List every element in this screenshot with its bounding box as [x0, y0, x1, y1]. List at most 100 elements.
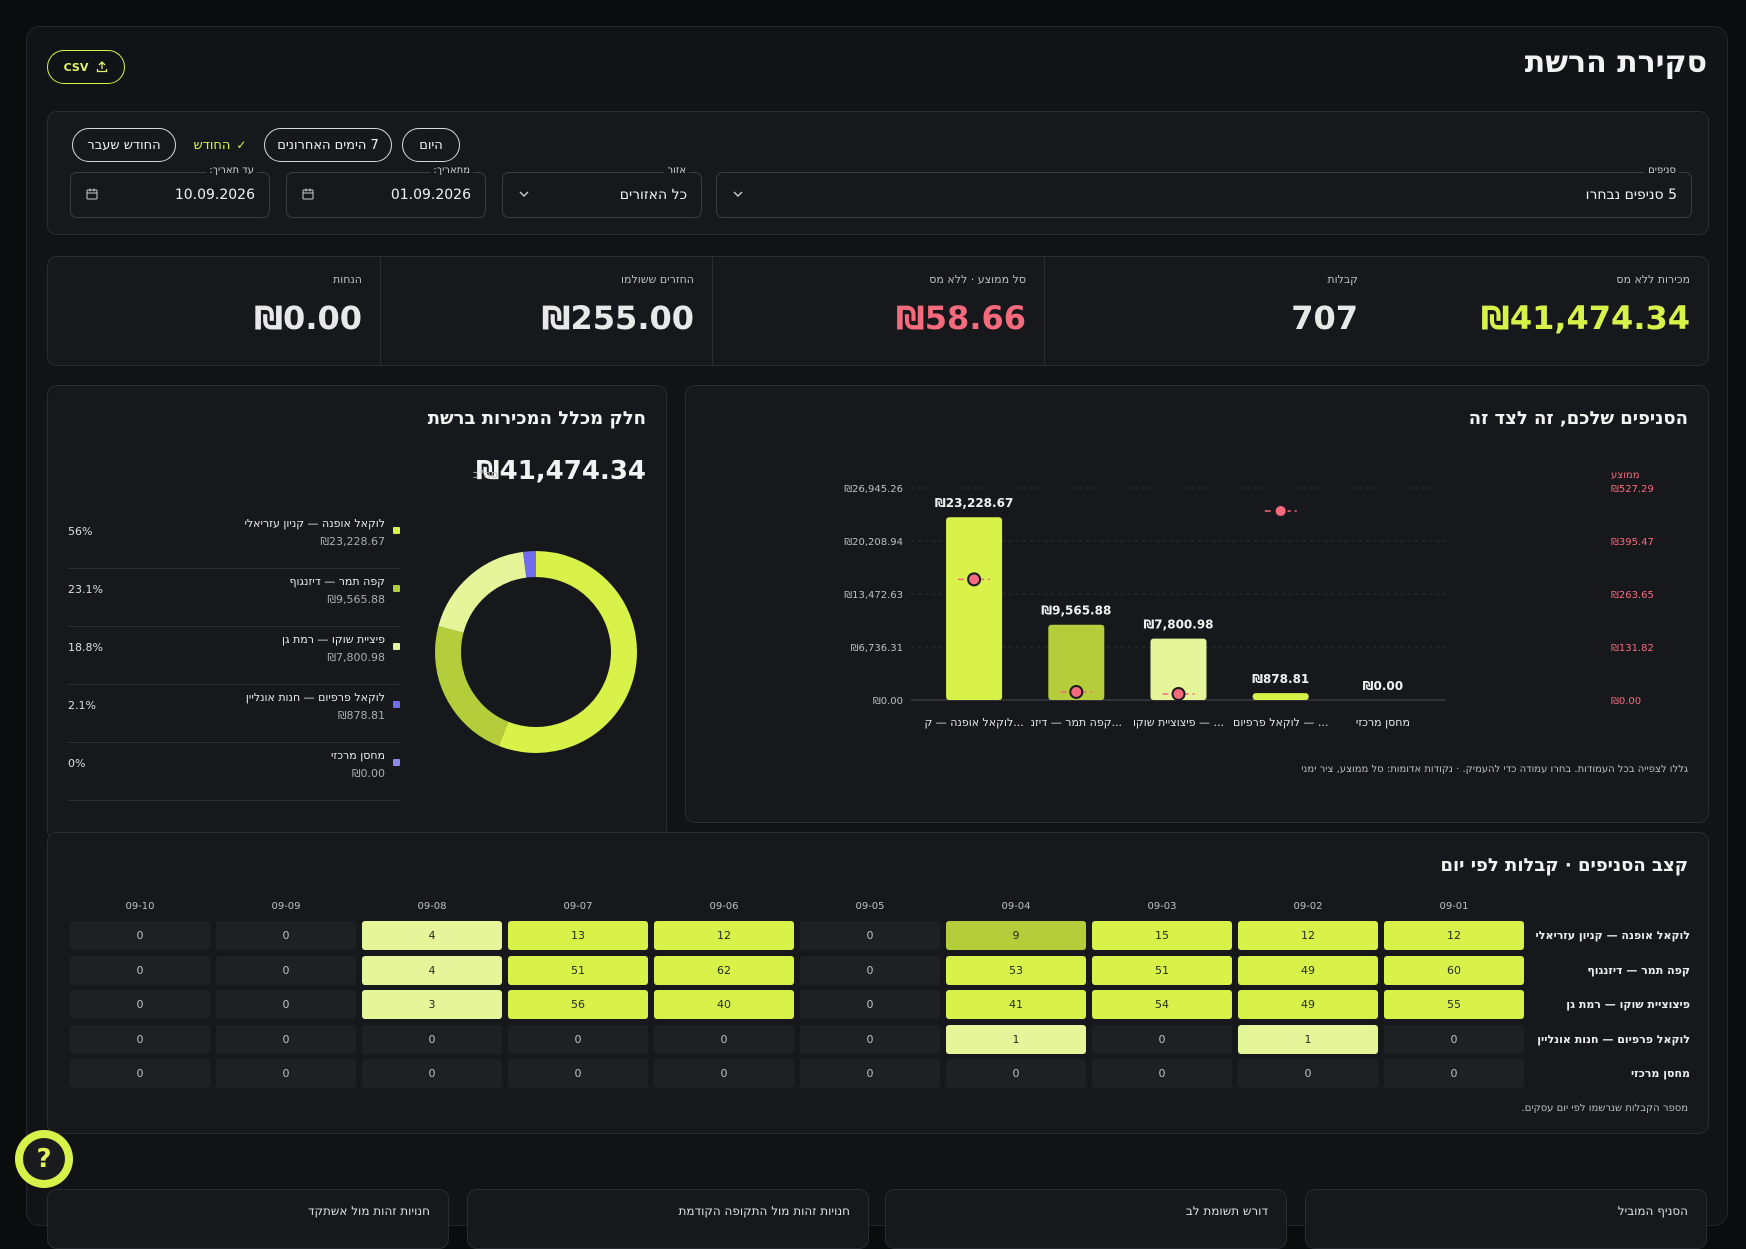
legend-amount: ₪23,228.67 — [320, 535, 385, 548]
heatmap-row-label: לוקאל אופנה — קניון עזריאלי — [1535, 929, 1690, 942]
heatmap-cell[interactable]: 51 — [1092, 955, 1232, 985]
heatmap-cell[interactable]: 15 — [1092, 921, 1232, 950]
sales-share-donut[interactable] — [426, 542, 646, 762]
from-date-field[interactable]: מתאריך: 01.09.2026 — [286, 165, 486, 218]
legend-swatch — [393, 527, 400, 534]
region-select[interactable]: אזור כל האזורים — [502, 165, 702, 218]
heatmap-cell[interactable]: 0 — [1384, 1059, 1524, 1088]
heatmap-cell[interactable]: 0 — [508, 1024, 648, 1054]
heatmap-row-label: מחסן מרכזי — [1630, 1067, 1690, 1080]
heatmap-cell[interactable]: 0 — [800, 990, 940, 1019]
calendar-icon — [302, 188, 314, 200]
heatmap-cell[interactable]: 55 — [1384, 990, 1524, 1019]
heatmap-cell[interactable]: 1 — [1238, 1024, 1378, 1054]
to-date-value: 10.09.2026 — [174, 187, 255, 203]
heatmap-cell[interactable]: 12 — [1384, 921, 1524, 950]
bar — [1252, 693, 1309, 700]
preset-7days-button[interactable]: 7 הימים האחרונים — [264, 128, 392, 162]
heatmap-cell[interactable]: 0 — [70, 921, 210, 950]
kpi-discounts: הנחות ₪0.00 — [48, 257, 380, 365]
heatmap-cell[interactable]: 40 — [654, 990, 794, 1019]
branches-select[interactable]: סניפים 5 סניפים נבחרו — [716, 165, 1692, 218]
x-tick-label: לוקאל אופנה — ק... — [924, 716, 1023, 729]
legend-item[interactable]: לוקאל פרפיום — חנות אונליין ₪878.81 2.1% — [68, 685, 400, 743]
heatmap-cell[interactable]: 0 — [70, 990, 210, 1019]
heatmap-cell[interactable]: 0 — [654, 1024, 794, 1054]
heatmap-cell[interactable]: 0 — [70, 955, 210, 985]
heatmap-cell[interactable]: 0 — [800, 955, 940, 985]
avg-axis-label: ממוצע — [1611, 470, 1640, 481]
legend-item[interactable]: קפה תמר — דיזנגוף ₪9,565.88 23.1% — [68, 569, 400, 627]
legend-item[interactable]: לוקאל אופנה — קניון עזריאלי ₪23,228.67 5… — [68, 511, 400, 569]
heatmap-cell[interactable]: 0 — [1384, 1024, 1524, 1054]
legend-swatch — [393, 643, 400, 650]
heatmap-row-label: לוקאל פרפיום — חנות אונליין — [1537, 1032, 1690, 1046]
legend-swatch — [393, 759, 400, 766]
card-same-store-prev[interactable]: חנויות זהות מול התקופה הקודמת — [467, 1189, 869, 1249]
heatmap-cell[interactable]: 0 — [946, 1059, 1086, 1088]
x-tick-label: לוקאל פרפיום — ... — [1233, 716, 1328, 729]
heatmap-day-label: 09-06 — [709, 901, 739, 912]
branches-bar-panel: הסניפים שלכם, זה לצד זה ₪0.00 ₪6,736.31 ₪1… — [685, 385, 1709, 823]
heatmap-cell[interactable]: 0 — [800, 1024, 940, 1054]
bar-value-label: ₪0.00 — [1363, 679, 1403, 693]
heatmap-cell[interactable]: 0 — [70, 1059, 210, 1088]
legend-item[interactable]: מחסן מרכזי ₪0.00 0% — [68, 743, 400, 801]
chevron-down-icon — [733, 191, 743, 197]
heatmap-cell[interactable]: 0 — [70, 1024, 210, 1054]
heatmap-cell[interactable]: 0 — [654, 1059, 794, 1088]
legend-name: קפה תמר — דיזנגוף — [289, 575, 385, 588]
heatmap-cell[interactable]: 0 — [216, 990, 356, 1019]
heatmap-cell[interactable]: 0 — [508, 1059, 648, 1088]
branches-bar-chart[interactable]: ₪0.00 ₪6,736.31 ₪13,472.63 ₪20,208.94 ₪26,94… — [686, 436, 1710, 766]
heatmap-cell[interactable]: 0 — [216, 955, 356, 985]
heatmap-cell[interactable]: 0 — [800, 921, 940, 950]
kpi-avg-basket: סל ממוצע · ללא מס ₪58.66 — [712, 257, 1044, 365]
heatmap-cell[interactable]: 12 — [654, 921, 794, 950]
heatmap-cell[interactable]: 0 — [216, 1024, 356, 1054]
card-title: חנויות זהות מול אשתקד — [307, 1204, 430, 1218]
heatmap-cell[interactable]: 0 — [216, 1059, 356, 1088]
heatmap-cell[interactable]: 12 — [1238, 921, 1378, 950]
heatmap-cell[interactable]: 49 — [1238, 955, 1378, 985]
heatmap-cell[interactable]: 0 — [1092, 1024, 1232, 1054]
heatmap-cell[interactable]: 0 — [1238, 1059, 1378, 1088]
card-top-branch[interactable]: הסניף המוביל — [1305, 1189, 1707, 1249]
preset-last-month-button[interactable]: החודש שעבר — [72, 128, 176, 162]
heatmap-cell[interactable]: 0 — [362, 1059, 502, 1088]
heatmap-cell[interactable]: 13 — [508, 921, 648, 950]
heatmap-day-label: 09-01 — [1439, 901, 1469, 912]
heatmap-day-label: 09-07 — [563, 901, 593, 912]
card-same-store-yoy[interactable]: חנויות זהות מול אשתקד — [47, 1189, 449, 1249]
heatmap-cell[interactable]: 56 — [508, 990, 648, 1019]
bar-chart-footnote: גללו לצפייה בכל העמודות. בחרו עמודה כדי … — [1301, 764, 1688, 775]
heatmap-cell[interactable]: 0 — [1092, 1059, 1232, 1088]
card-needs-attention[interactable]: דורש תשומת לב — [885, 1189, 1287, 1249]
heatmap-cell[interactable]: 3 — [362, 990, 502, 1019]
heatmap-day-label: 09-05 — [855, 901, 885, 912]
preset-today-button[interactable]: היום — [402, 128, 460, 162]
heatmap-cell[interactable]: 49 — [1238, 990, 1378, 1019]
upload-icon — [97, 61, 108, 73]
kpi-value: ₪0.00 — [254, 299, 362, 337]
csv-export-button[interactable]: CSV — [47, 50, 125, 84]
heatmap-cell[interactable]: 9 — [946, 921, 1086, 950]
preset-month-button[interactable]: ✓ החודש — [186, 128, 254, 162]
heatmap-cell[interactable]: 4 — [362, 921, 502, 950]
heatmap-cell[interactable]: 60 — [1384, 955, 1524, 985]
heatmap-cell[interactable]: 54 — [1092, 990, 1232, 1019]
heatmap-cell[interactable]: 62 — [654, 955, 794, 985]
heatmap-cell[interactable]: 51 — [508, 955, 648, 985]
heatmap-cell[interactable]: 0 — [800, 1059, 940, 1088]
heatmap-cell[interactable]: 0 — [216, 921, 356, 950]
heatmap-cell[interactable]: 4 — [362, 955, 502, 985]
y-tick-label: ₪6,736.31 — [851, 643, 903, 654]
heatmap-cell[interactable]: 1 — [946, 1024, 1086, 1054]
legend-item[interactable]: פיציית שוקו — רמת גן ₪7,800.98 18.8% — [68, 627, 400, 685]
heatmap-cell[interactable]: 0 — [362, 1024, 502, 1054]
heatmap-cell[interactable]: 53 — [946, 955, 1086, 985]
heatmap-cell[interactable]: 41 — [946, 990, 1086, 1019]
to-date-field[interactable]: עד תאריך: 10.09.2026 — [70, 165, 270, 218]
help-button[interactable]: ? — [15, 1130, 73, 1188]
to-date-label: עד תאריך: — [206, 165, 257, 176]
